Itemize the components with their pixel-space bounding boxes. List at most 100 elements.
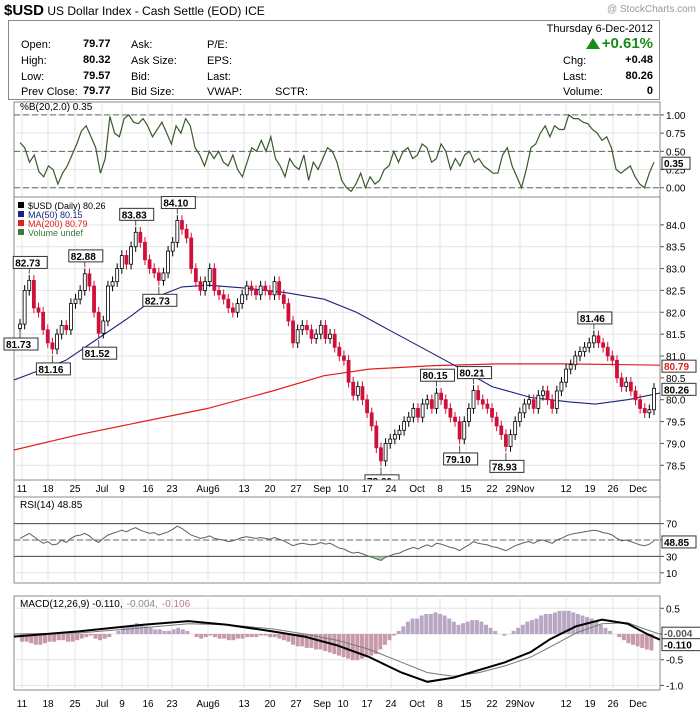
- macd-hist-bar-75: [364, 634, 369, 658]
- macd-xlabel-11: Sep: [313, 699, 331, 710]
- candle-body-1: [22, 290, 27, 325]
- macd-hist-bar-86: [415, 618, 420, 634]
- volume-label: Volume:: [563, 86, 603, 98]
- macd-hist-bar-71: [346, 634, 351, 659]
- candle-body-95: [457, 421, 462, 440]
- macd-hist-bar-78: [378, 634, 383, 650]
- macd-signal-line: [13, 622, 661, 677]
- candle-body-60: [295, 329, 300, 344]
- macd-hist-bar-125: [594, 621, 599, 634]
- price-ylabel-3: 82.5: [666, 286, 686, 297]
- percent-change: +0.61%: [585, 35, 653, 52]
- candle-body-61: [300, 324, 305, 331]
- candle-body-19: [106, 285, 110, 322]
- macd-hist-bar-17: [98, 634, 103, 641]
- macd-hist-bar-30: [157, 629, 162, 634]
- price-xlabel-15: Oct: [409, 484, 425, 495]
- candle-body-8: [55, 333, 59, 350]
- macd-hist-bar-115: [548, 613, 553, 634]
- macd-hist-bar-45: [226, 634, 231, 641]
- macd-xlabel-5: 16: [142, 699, 154, 710]
- candle-body-4: [36, 307, 41, 313]
- macd-hist-bar-1: [24, 634, 29, 642]
- macd-hist-bar-63: [309, 634, 314, 648]
- macd-hist-bar-35: [180, 629, 185, 634]
- price-xlabel-21: 19: [584, 484, 596, 495]
- macd-legend-0: MACD(12,26,9) -0.110,: [20, 599, 123, 610]
- macd-hist-bar-24: [130, 624, 135, 634]
- pctb-ylabel-4: 0.00: [666, 184, 686, 195]
- exchange: ICE: [244, 4, 265, 18]
- candle-body-26: [138, 231, 143, 243]
- prev-close-value: 79.77: [83, 85, 111, 97]
- macd-hist-bar-76: [369, 634, 374, 656]
- macd-xlabel-4: 9: [119, 699, 125, 710]
- candle-body-116: [554, 390, 559, 409]
- candle-body-21: [115, 268, 120, 283]
- candle-body-94: [453, 416, 457, 422]
- macd-hist-bar-94: [451, 621, 456, 634]
- high-value: 80.32: [83, 54, 111, 66]
- ask-label: Ask:: [131, 39, 153, 51]
- price-annotation-12-box: [489, 459, 525, 473]
- pctb-ylabel-3: 0.25: [666, 166, 686, 177]
- macd-hist-bar-36: [185, 630, 190, 634]
- candle-body-104: [499, 425, 504, 436]
- candle-body-127: [605, 346, 610, 357]
- legend-swatch-3: [18, 229, 24, 235]
- last-price-value: 80.26: [625, 70, 653, 82]
- macd-hist-bar-118: [562, 610, 567, 634]
- candle-body-107: [513, 421, 518, 436]
- candle-body-79: [383, 443, 388, 462]
- price-annotation-1: 82.73: [15, 258, 40, 269]
- candle-body-72: [351, 381, 356, 396]
- high-label: High:: [21, 55, 47, 67]
- macd-xlabel-18: 22: [486, 699, 498, 710]
- legend-label-3: Volume undef: [28, 228, 84, 238]
- price-last-label-box: [661, 382, 697, 396]
- price-annotation-0: 81.73: [6, 340, 31, 351]
- macd-hist-bar-4: [38, 634, 43, 645]
- macd-last-label: -0.110: [664, 641, 692, 652]
- macd-hist-bar-15: [88, 634, 93, 636]
- candle-body-22: [119, 255, 124, 269]
- macd-hist-bar-47: [235, 634, 240, 639]
- macd-hist-bar-89: [428, 613, 433, 634]
- candle-body-70: [342, 355, 346, 361]
- candle-body-58: [286, 303, 291, 322]
- ma200-last-label: 80.79: [664, 362, 689, 373]
- candle-body-23: [124, 255, 129, 265]
- macd-hist-bar-119: [566, 610, 571, 634]
- price-xlabel-19: 29Nov: [506, 484, 535, 495]
- candle-body-6: [45, 329, 50, 344]
- chg-label: Chg:: [563, 55, 587, 67]
- percent-change-value: +0.61%: [601, 35, 653, 52]
- price-xlabel-20: 12: [560, 484, 572, 495]
- candle-body-47: [235, 303, 240, 313]
- legend-swatch-1: [18, 211, 24, 217]
- macd-hist-bar-98: [470, 620, 475, 634]
- candle-body-5: [41, 311, 46, 331]
- ask-size-label: Ask Size:: [131, 55, 177, 67]
- macd-hist-bar-131: [621, 634, 626, 641]
- macd-hist-bar-49: [245, 634, 250, 638]
- macd-hist-bar-93: [447, 618, 452, 634]
- macd-hist-bar-132: [626, 634, 631, 644]
- candle-body-15: [87, 273, 92, 287]
- candle-body-122: [582, 346, 587, 353]
- candle-body-50: [249, 285, 254, 291]
- price-annotation-2: 81.16: [38, 365, 63, 376]
- price-ylabel-9: 79.5: [666, 418, 686, 429]
- macd-xlabel-23: Dec: [629, 699, 647, 710]
- price-xlabel-9: 20: [264, 484, 276, 495]
- ma50-line: [13, 284, 661, 405]
- price-xlabel-1: 18: [42, 484, 54, 495]
- price-annotation-11-box: [457, 366, 493, 380]
- macd-hist-bar-110: [525, 621, 530, 634]
- last-label: Last:: [207, 71, 231, 83]
- macd-hist-bar-127: [603, 627, 608, 634]
- candle-body-40: [203, 281, 208, 291]
- legend-label-0: $USD (Daily) 80.26: [28, 201, 106, 211]
- price-annotation-5: 83.83: [122, 210, 147, 221]
- macd-hist-bar-14: [84, 634, 89, 638]
